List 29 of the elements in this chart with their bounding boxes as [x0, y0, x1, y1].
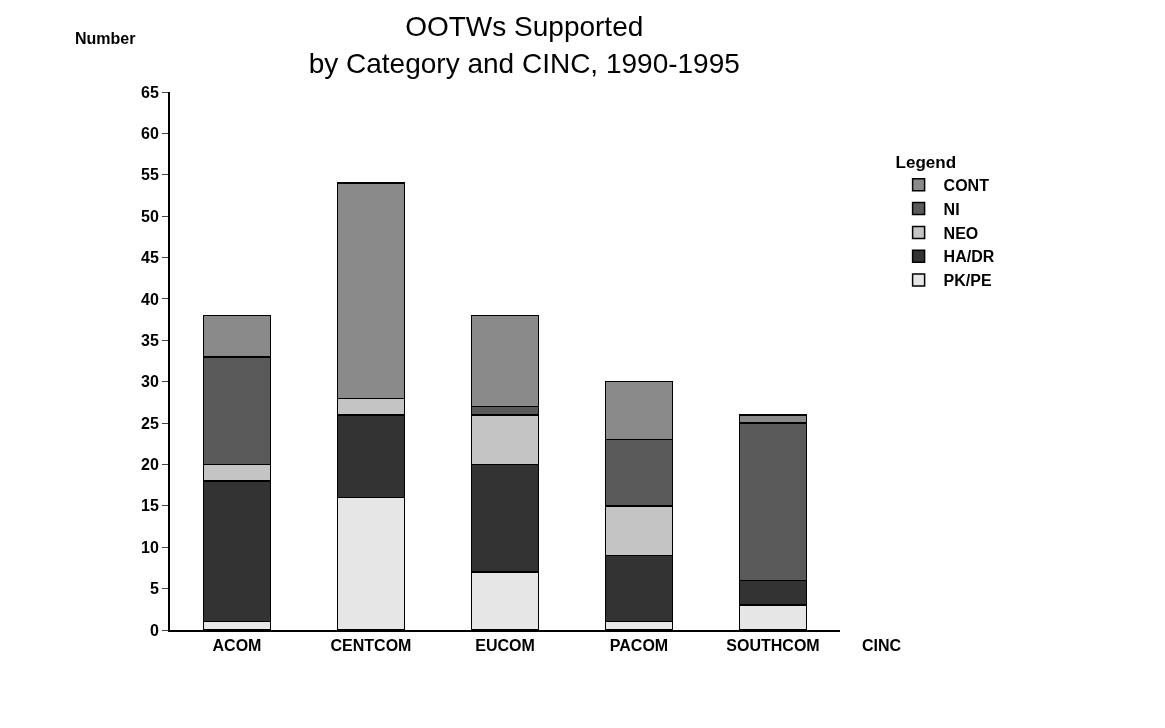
y-tick-label: 10: [141, 538, 159, 556]
y-tick-label: 15: [141, 497, 159, 515]
chart-subtitle: by Category and CINC, 1990-1995: [308, 47, 740, 79]
y-tick-label: 25: [141, 414, 159, 432]
y-tick-label: 60: [141, 124, 159, 142]
y-tick-label: 40: [141, 290, 159, 308]
x-tick-label: CENTCOM: [330, 637, 412, 655]
legend-label: NEO: [943, 224, 979, 242]
y-tick-label: 20: [141, 456, 159, 474]
y-tick-label: 55: [141, 166, 159, 184]
y-tick-label: 30: [141, 373, 159, 391]
x-tick-label: PACOM: [609, 637, 669, 655]
x-tick-label: EUCOM: [475, 637, 535, 655]
legend-label: CONT: [943, 177, 990, 195]
y-tick-label: 45: [141, 249, 159, 267]
x-tick-label: SOUTHCOM: [726, 637, 820, 655]
legend-label: PK/PE: [943, 272, 992, 290]
y-tick-label: 0: [149, 621, 159, 639]
legend-label: NI: [943, 200, 960, 218]
x-tick-label: ACOM: [212, 637, 262, 655]
y-tick-label: 50: [141, 207, 159, 225]
legend-title: Legend: [895, 152, 957, 172]
chart-title: OOTWs Supported: [405, 11, 644, 43]
y-tick-label: 35: [141, 331, 159, 349]
x-axis-title: CINC: [862, 637, 902, 654]
y-tick-label: 5: [149, 580, 159, 598]
legend-label: HA/DR: [943, 248, 995, 266]
y-tick-label: 65: [141, 83, 159, 101]
y-axis-title: Number: [75, 30, 136, 47]
